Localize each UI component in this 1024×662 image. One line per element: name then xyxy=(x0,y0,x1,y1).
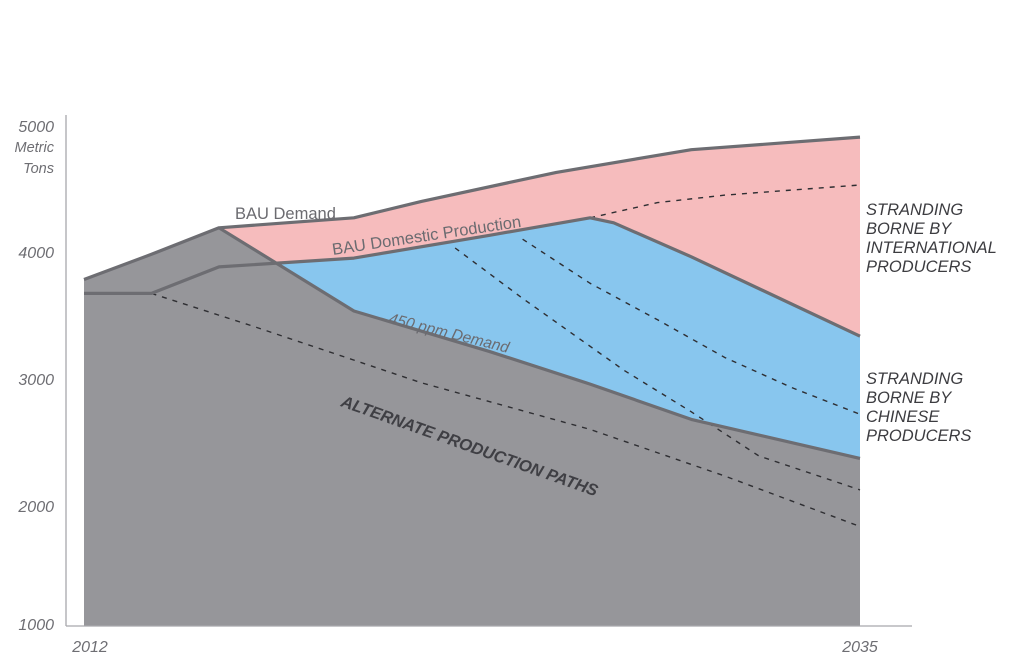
x-tick-label: 2012 xyxy=(71,639,108,656)
y-unit-label: Tons xyxy=(23,161,54,177)
alternate-path-line xyxy=(151,292,861,528)
bau-demand-line xyxy=(83,135,861,281)
bau-demand-label: BAU Demand xyxy=(235,205,336,223)
y-tick-label: 3000 xyxy=(18,372,54,389)
chinese-stranding-annotation: STRANDING BORNE BY CHINESE PRODUCERS xyxy=(866,370,971,445)
series-lines xyxy=(83,135,861,460)
annotation-highlight: CHINESE xyxy=(866,408,940,426)
y-unit-label: Metric xyxy=(15,140,55,156)
alternate-paths xyxy=(151,184,861,528)
annotation-highlight: INTERNATIONAL xyxy=(866,239,997,257)
annotation-line: BORNE BY xyxy=(866,389,952,407)
y-tick-label: 4000 xyxy=(18,245,54,262)
bau-domestic-production-line xyxy=(84,216,861,338)
y-tick-label: 1000 xyxy=(18,617,54,634)
annotation-line: STRANDING xyxy=(866,201,963,219)
international-stranding-annotation: STRANDING BORNE BY INTERNATIONAL PRODUCE… xyxy=(866,201,997,276)
ppm-450-demand-line xyxy=(218,226,861,460)
alternate-path-line xyxy=(589,184,861,219)
chinese-stranding-area xyxy=(84,217,860,459)
alternate-production-area xyxy=(84,227,860,627)
y-tick-label: 2000 xyxy=(17,499,54,516)
y-tick-label: 5000 xyxy=(18,119,54,136)
annotation-line: PRODUCERS xyxy=(866,258,971,276)
alternate-path-line xyxy=(454,247,861,491)
annotation-line: BORNE BY xyxy=(866,220,952,238)
alternate-path-line xyxy=(522,238,861,415)
x-tick-label: 2035 xyxy=(841,639,878,656)
annotation-line: STRANDING xyxy=(866,370,963,388)
chart-areas xyxy=(84,137,860,627)
annotation-line: PRODUCERS xyxy=(866,427,971,445)
